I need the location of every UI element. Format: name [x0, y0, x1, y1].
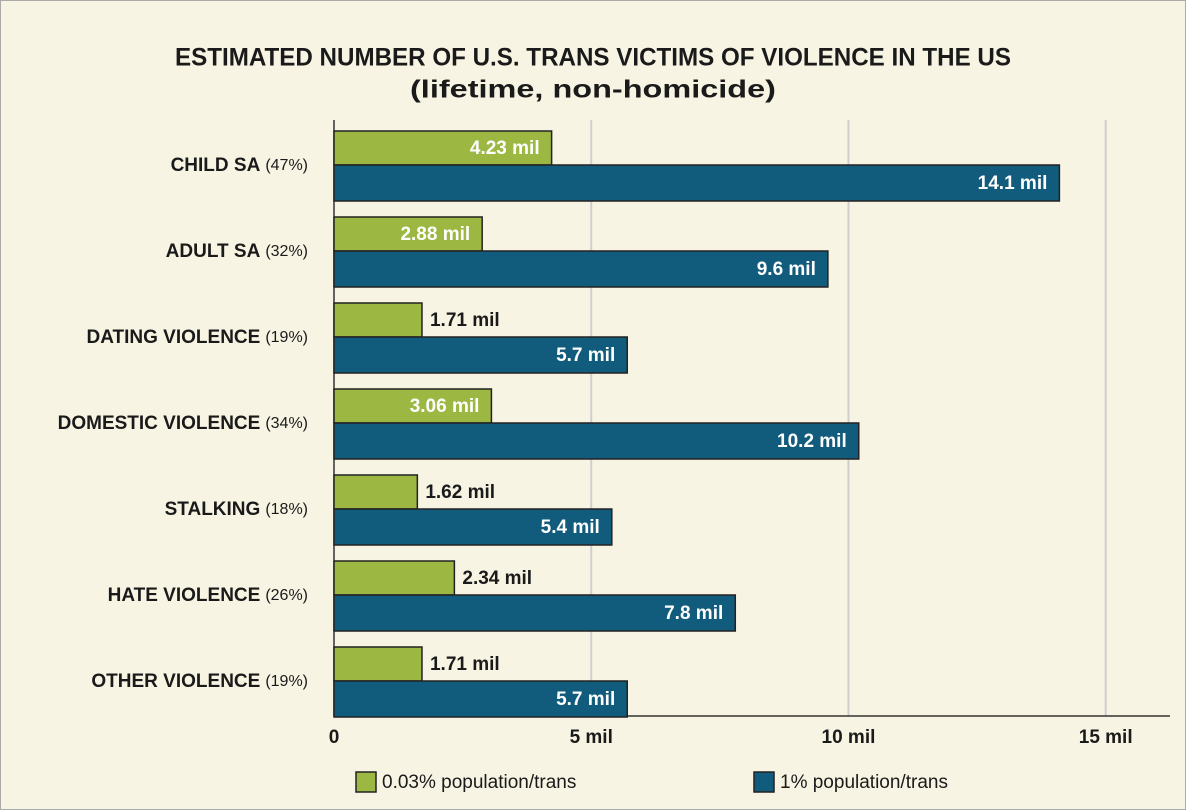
category-percent: (26%): [265, 587, 308, 604]
value-label: 10.2 mil: [777, 431, 847, 452]
category-percent: (19%): [265, 673, 308, 690]
category-name: STALKING: [165, 499, 261, 520]
category-label: CHILD SA (47%): [171, 155, 308, 176]
bar: [333, 474, 419, 510]
bar: [333, 302, 423, 338]
x-tick-label: 10 mil: [822, 727, 876, 748]
value-label: 5.7 mil: [556, 689, 615, 710]
legend-label: 1% population/trans: [780, 772, 948, 793]
value-label: 9.6 mil: [757, 259, 816, 280]
value-label: 7.8 mil: [664, 603, 723, 624]
value-label: 1.71 mil: [430, 310, 500, 331]
category-name: DOMESTIC VIOLENCE: [58, 413, 261, 434]
category-label: STALKING (18%): [165, 499, 308, 520]
category-label: OTHER VIOLENCE (19%): [91, 671, 308, 692]
category-label: DOMESTIC VIOLENCE (34%): [58, 413, 308, 434]
x-tick-label: 0: [329, 727, 340, 748]
value-label: 1.71 mil: [430, 654, 500, 675]
category-name: OTHER VIOLENCE: [91, 671, 260, 692]
category-percent: (34%): [265, 415, 308, 432]
bar: [333, 336, 628, 374]
bar: [333, 250, 829, 288]
category-percent: (19%): [265, 329, 308, 346]
bar: [333, 646, 423, 682]
category-percent: (47%): [265, 157, 308, 174]
bar: [333, 388, 493, 424]
bar: [333, 508, 613, 546]
x-tick-label: 5 mil: [570, 727, 613, 748]
category-label: HATE VIOLENCE (26%): [108, 585, 308, 606]
chart-subtitle: (lifetime, non-homicide): [410, 76, 776, 104]
category-name: DATING VIOLENCE: [86, 327, 260, 348]
bar: [333, 594, 737, 632]
value-label: 5.4 mil: [541, 517, 600, 538]
bar: [333, 680, 628, 718]
category-percent: (18%): [265, 501, 308, 518]
value-label: 1.62 mil: [425, 482, 495, 503]
category-label: DATING VIOLENCE (19%): [86, 327, 308, 348]
category-name: HATE VIOLENCE: [108, 585, 261, 606]
category-name: CHILD SA: [171, 155, 261, 176]
value-label: 3.06 mil: [410, 396, 480, 417]
chart-title: ESTIMATED NUMBER OF U.S. TRANS VICTIMS O…: [175, 44, 1011, 72]
x-tick-label: 15 mil: [1079, 727, 1133, 748]
value-label: 5.7 mil: [556, 345, 615, 366]
category-label: ADULT SA (32%): [166, 241, 308, 262]
value-label: 4.23 mil: [470, 138, 540, 159]
legend-swatch: [753, 771, 775, 793]
value-label: 14.1 mil: [978, 173, 1048, 194]
bar: [333, 216, 483, 252]
legend-swatch: [355, 771, 377, 793]
bar: [333, 422, 860, 460]
legend-label: 0.03% population/trans: [382, 772, 576, 793]
bar: [333, 164, 1061, 202]
category-percent: (32%): [265, 243, 308, 260]
bar: [333, 560, 456, 596]
value-label: 2.88 mil: [400, 224, 470, 245]
category-name: ADULT SA: [166, 241, 261, 262]
value-label: 2.34 mil: [462, 568, 532, 589]
